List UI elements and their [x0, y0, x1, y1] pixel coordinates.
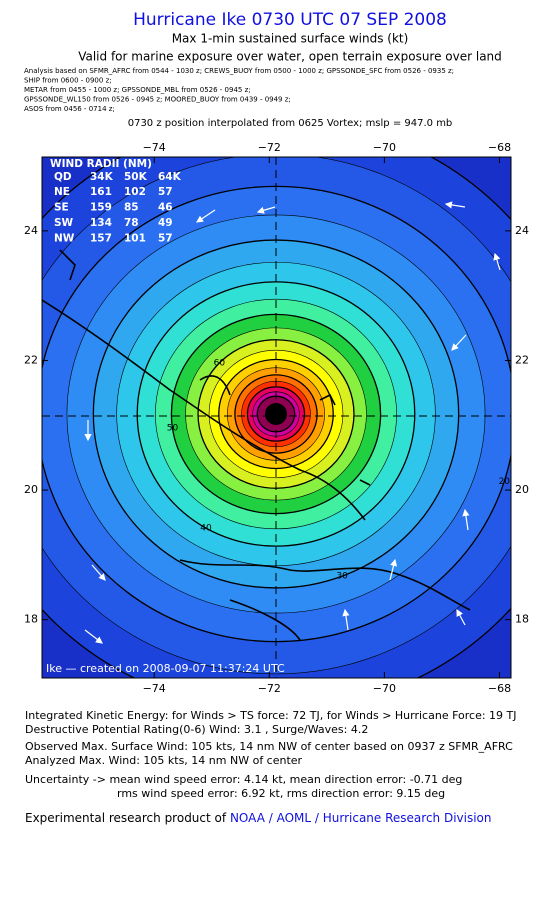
footer-line: Uncertainty -> mean wind speed error: 4.…: [25, 773, 462, 786]
wind-vectors: [84, 201, 501, 644]
x-tick-label: −70: [373, 682, 396, 695]
x-tick-label: −72: [258, 141, 281, 154]
footer-line: rms wind speed error: 6.92 kt, rms direc…: [117, 787, 445, 800]
radii-cell: 78: [124, 217, 139, 229]
analysis-line: METAR from 0455 - 1000 z; GPSSONDE_MBL f…: [24, 86, 251, 94]
x-tick-label: −74: [143, 141, 166, 154]
radii-cell: NW: [54, 233, 75, 245]
title: Hurricane Ike 0730 UTC 07 SEP 2008: [133, 10, 447, 30]
x-tick-label: −68: [488, 141, 511, 154]
contour-label: 40: [200, 524, 212, 534]
radii-header: 64K: [158, 171, 182, 183]
radii-cell: 46: [158, 202, 173, 214]
y-tick-label: 20: [24, 483, 38, 496]
radii-header: 50K: [124, 171, 148, 183]
coastlines: [42, 249, 471, 641]
noaa-link[interactable]: NOAA / AOML / Hurricane Research Divisio…: [230, 811, 492, 825]
radii-header: 34K: [90, 171, 114, 183]
radii-cell: 57: [158, 233, 173, 245]
eye: [265, 403, 287, 425]
y-tick-label: 18: [515, 613, 529, 626]
contour-label: 20: [499, 477, 511, 487]
y-tick-label: 24: [24, 224, 38, 237]
y-tick-label: 22: [24, 353, 38, 366]
valid-note: Valid for marine exposure over water, op…: [78, 50, 502, 64]
radii-title: WIND RADII (NM): [50, 158, 152, 170]
contour-label: 60: [214, 358, 226, 368]
y-tick-label: 20: [515, 483, 529, 496]
y-tick-label: 22: [515, 353, 529, 366]
x-tick-label: −72: [258, 682, 281, 695]
analysis-line: Analysis based on SFMR_AFRC from 0544 - …: [24, 67, 454, 75]
footer-line: Integrated Kinetic Energy: for Winds > T…: [25, 709, 517, 722]
radii-cell: 102: [124, 186, 146, 198]
radii-header: QD: [54, 171, 72, 183]
contour-label: 10: [527, 242, 539, 252]
radii-cell: 49: [158, 217, 173, 229]
radii-cell: 161: [90, 186, 112, 198]
footer-line: Destructive Potential Rating(0-6) Wind: …: [25, 723, 368, 736]
map-frame: [41, 156, 512, 679]
radii-cell: 134: [90, 217, 112, 229]
product-text: Experimental research product of: [25, 811, 227, 825]
radii-cell: 101: [124, 233, 146, 245]
y-tick-label: 24: [515, 224, 529, 237]
x-tick-label: −74: [143, 682, 166, 695]
contour-label: 30: [336, 572, 348, 582]
analysis-line: ASOS from 0456 - 0714 z;: [24, 105, 115, 113]
footer-line: Observed Max. Surface Wind: 105 kts, 14 …: [25, 740, 513, 753]
y-tick-label: 18: [24, 613, 38, 626]
radii-cell: 157: [90, 233, 112, 245]
analysis-line: SHIP from 0600 - 0900 z;: [24, 77, 112, 85]
contour-label: 50: [167, 424, 179, 434]
product-note: Experimental research product of NOAA / …: [25, 811, 492, 825]
x-tick-label: −68: [488, 682, 511, 695]
radii-cell: NE: [54, 186, 70, 198]
footer-line: Analyzed Max. Wind: 105 kts, 14 nm NW of…: [25, 754, 303, 767]
radii-cell: 159: [90, 202, 112, 214]
x-tick-label: −70: [373, 141, 396, 154]
analysis-line: GPSSONDE_WL150 from 0526 - 0945 z; MOORE…: [24, 96, 291, 104]
radii-cell: SE: [54, 202, 69, 214]
radii-cell: 85: [124, 202, 139, 214]
radii-cell: 57: [158, 186, 173, 198]
subtitle: Max 1-min sustained surface winds (kt): [172, 32, 409, 46]
radii-cell: SW: [54, 217, 74, 229]
map-credit: Ike — created on 2008-09-07 11:37:24 UTC: [46, 662, 285, 675]
position-note: 0730 z position interpolated from 0625 V…: [128, 118, 453, 129]
